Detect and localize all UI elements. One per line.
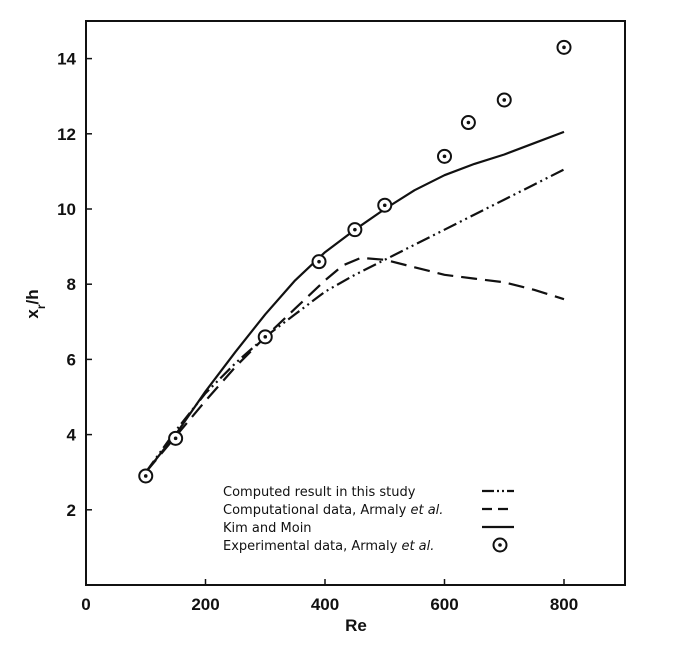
- data-point-experimental: [311, 254, 327, 270]
- data-point-experimental: [460, 115, 476, 131]
- y-tick-label: 12: [57, 125, 76, 144]
- series-layer: [144, 130, 565, 473]
- x-tick-label: 800: [550, 595, 578, 614]
- y-tick-label: 10: [57, 200, 76, 219]
- data-point-experimental: [138, 468, 154, 484]
- marker-layer: [138, 39, 572, 484]
- series-line-computational-data-armaly-et-al: [144, 256, 565, 473]
- x-tick-label: 0: [81, 595, 90, 614]
- y-tick-label: 14: [57, 50, 76, 69]
- legend-label-computed: Computed result in this study: [223, 485, 416, 500]
- data-point-experimental: [437, 148, 452, 164]
- x-tick-label: 600: [430, 595, 458, 614]
- legend-label-armaly-computational: Computational data, Armaly et al.: [223, 503, 443, 518]
- legend-label-armaly-experimental: Experimental data, Armaly et al.: [223, 539, 434, 554]
- legend-swatch-marker: [492, 537, 508, 553]
- y-tick-label: 6: [67, 350, 76, 369]
- y-tick-label: 2: [67, 501, 76, 520]
- y-axis-title: xr/h: [23, 289, 48, 318]
- data-point-experimental: [377, 197, 393, 213]
- data-point-experimental: [556, 39, 572, 55]
- data-point-experimental: [168, 430, 184, 446]
- data-point-experimental: [257, 329, 273, 345]
- tick-layer: 0 200 400 600 800 2 4 6 8 10 12 14: [57, 50, 578, 614]
- x-tick-label: 400: [311, 595, 339, 614]
- legend: Computed result in this study Computatio…: [223, 485, 514, 554]
- series-line-kim-and-moin: [144, 130, 565, 473]
- data-point-experimental: [496, 92, 512, 108]
- y-axis-label: xr/h: [23, 289, 48, 318]
- x-axis-label: Re: [345, 616, 367, 635]
- plot-frame: [85, 20, 626, 586]
- series-line-computed-result-in-this-study: [144, 168, 565, 473]
- plot-frame-layer: [85, 20, 626, 586]
- x-tick-label: 200: [191, 595, 219, 614]
- data-point-experimental: [347, 222, 363, 238]
- y-tick-label: 8: [67, 275, 76, 294]
- legend-label-kim-moin: Kim and Moin: [223, 521, 312, 536]
- y-tick-label: 4: [67, 426, 77, 445]
